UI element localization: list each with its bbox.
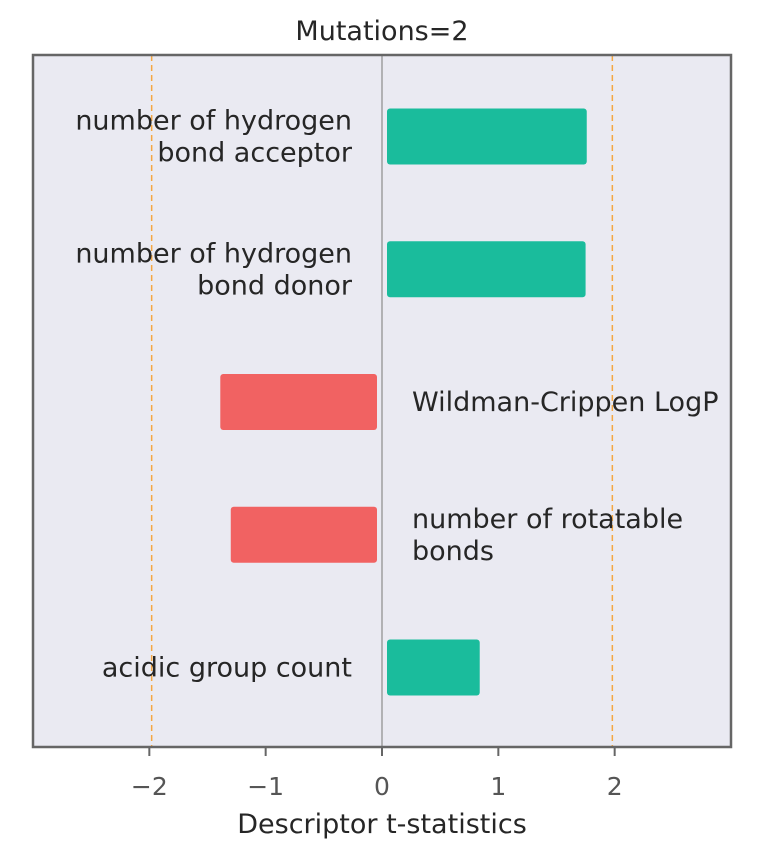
bar-5: [387, 639, 480, 696]
category-label-4: number of rotatable bonds: [412, 504, 683, 567]
x-tick-label-5: 2: [607, 772, 623, 801]
threshold-lines: [150, 55, 614, 747]
category-label-5: acidic group count: [102, 653, 352, 684]
category-label-2: number of hydrogen bond donor: [75, 238, 353, 301]
category-label-line: Wildman-Crippen LogP: [412, 387, 719, 418]
x-tick-label-4: 1: [490, 772, 506, 801]
category-label-3: Wildman-Crippen LogP: [412, 387, 719, 418]
x-tick-label-1: −2: [131, 772, 168, 801]
chart-title: Mutations=2: [295, 16, 468, 47]
category-label-line: bond acceptor: [157, 138, 353, 169]
category-label-line: number of hydrogen: [75, 106, 352, 137]
category-label-1: number of hydrogen bond acceptor: [75, 106, 353, 169]
category-label-line: number of hydrogen: [75, 238, 352, 269]
x-axis: −2 −1 0 1 2: [131, 747, 623, 801]
bar-4: [230, 506, 377, 563]
category-label-line: bonds: [412, 536, 494, 567]
bar-2: [387, 241, 586, 298]
category-label-line: acidic group count: [102, 653, 352, 684]
x-tick-label-2: −1: [247, 772, 284, 801]
x-axis-label: Descriptor t-statistics: [237, 809, 527, 840]
x-tick-label-3: 0: [374, 772, 390, 801]
category-label-line: number of rotatable: [412, 504, 683, 535]
bar-3: [220, 374, 377, 430]
category-label-line: bond donor: [197, 270, 353, 301]
bar-1: [387, 108, 587, 165]
